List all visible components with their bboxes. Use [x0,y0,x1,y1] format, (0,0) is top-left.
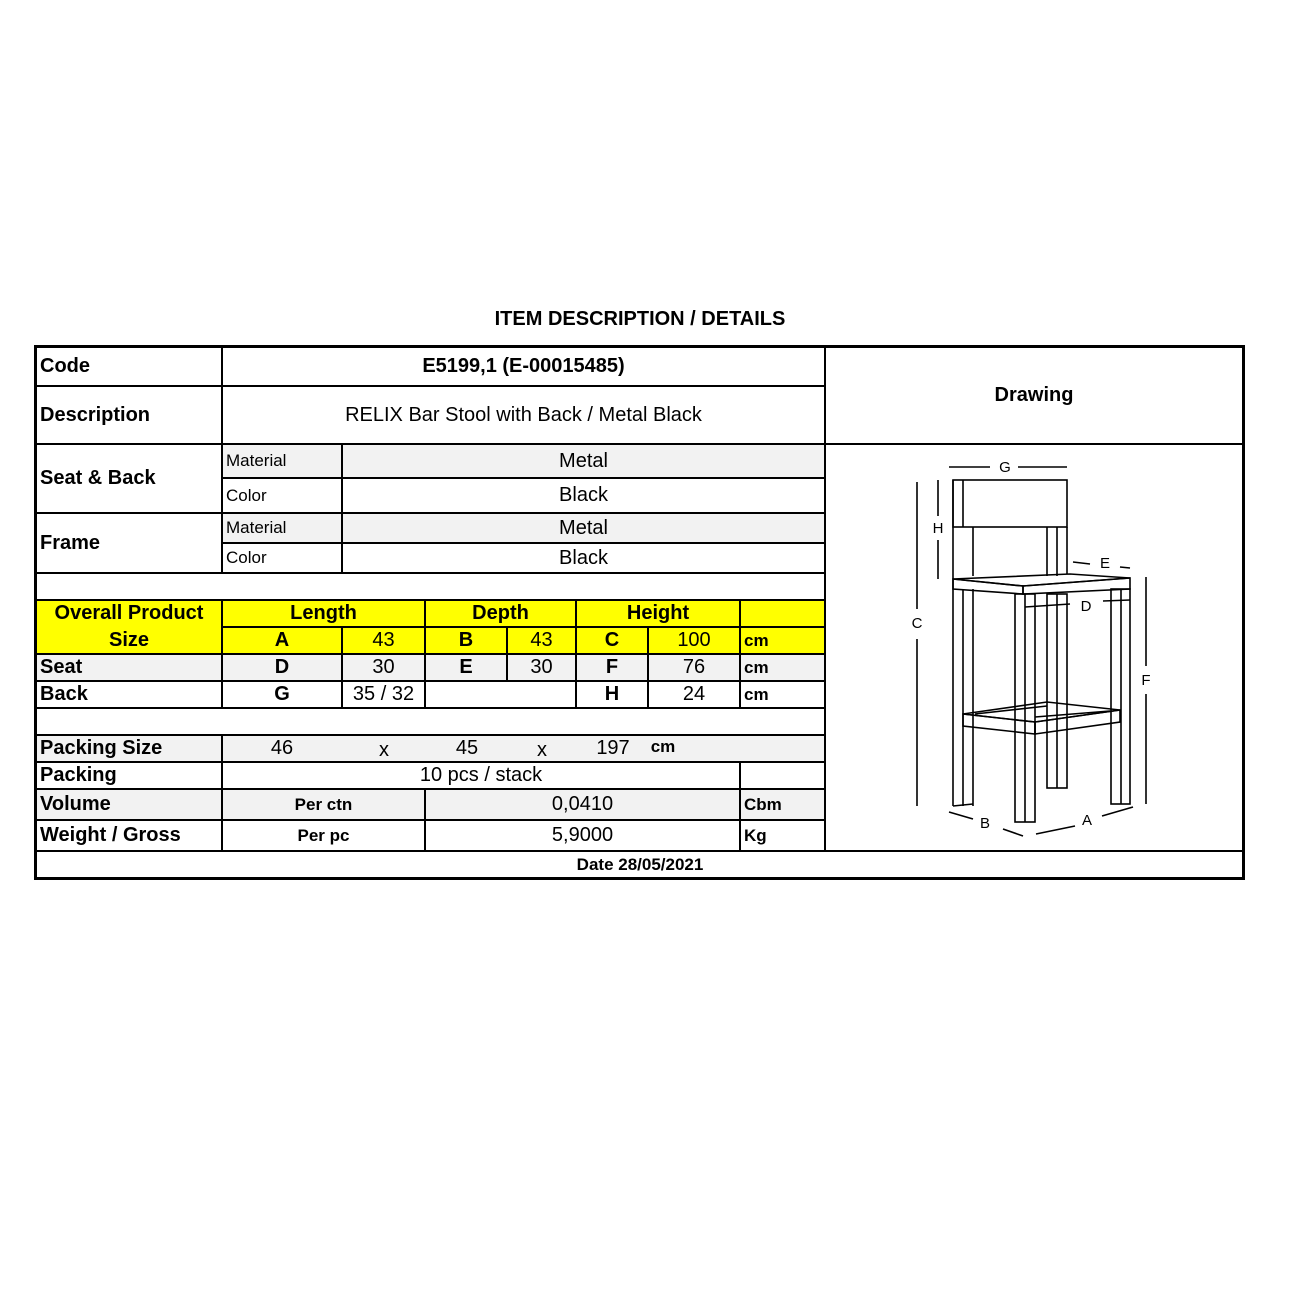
seat-back-label: Seat & Back [40,467,156,489]
dim-e-value: 30 [530,656,553,678]
dim-f-value: 76 [682,656,706,678]
dim-label-a: A [1082,812,1092,829]
dim-d-key: D [274,656,290,678]
dim-g-key: G [274,683,290,705]
seat-label: Seat [40,656,83,678]
description-label: Description [40,403,151,426]
packing-width: 45 [455,737,479,759]
packing-x-1: x [379,739,389,761]
length-header: Length [290,602,357,624]
back-unit: cm [744,684,769,704]
dim-d-value: 30 [372,656,395,678]
packing-unit: cm [650,736,676,756]
seat-back-color-label: Color [226,485,267,505]
volume-unit: Cbm [744,794,782,814]
code-label: Code [40,355,90,377]
dim-c-value: 100 [677,629,711,651]
back-label: Back [40,683,88,705]
code-value: E5199,1 (E-00015485) [422,355,625,377]
weight-basis: Per pc [297,825,350,845]
weight-unit: Kg [744,825,767,845]
dim-g-value: 35 / 32 [352,683,415,705]
overall-size-label-1: Overall Product [54,602,204,624]
frame-material-label: Material [226,518,287,537]
packing-label: Packing [40,764,117,786]
overall-unit: cm [744,630,769,650]
packing-size-label: Packing Size [40,737,163,759]
frame-label: Frame [40,531,101,554]
date: Date 28/05/2021 [576,854,704,874]
volume-basis: Per ctn [294,794,353,814]
dim-label-b: B [980,815,990,832]
dim-label-d: D [1081,598,1092,615]
height-header: Height [626,602,690,624]
dim-b-value: 43 [530,629,553,651]
seat-back-color: Black [559,484,608,506]
drawing-label: Drawing [994,383,1074,406]
weight-label: Weight / Gross [40,824,181,846]
frame-material: Metal [559,516,608,539]
dim-h-value: 24 [682,683,706,705]
bar-stool-drawing: G H C E D F B A [912,459,1151,837]
frame-color: Black [559,546,608,569]
dim-label-h: H [933,520,944,537]
frame-color-label: Color [226,548,267,567]
seat-unit: cm [744,657,769,677]
seat-back-material-label: Material [226,451,287,470]
dim-a-key: A [274,629,290,651]
dim-label-c: C [912,615,923,632]
sheet-title: ITEM DESCRIPTION / DETAILS [494,307,786,330]
dim-h-key: H [604,683,620,705]
volume-value: 0,0410 [551,793,614,815]
volume-label: Volume [40,793,111,815]
depth-header: Depth [472,602,529,624]
overall-size-label-2: Size [108,629,150,651]
packing-x-2: x [537,739,547,761]
packing-height: 197 [596,737,630,759]
packing-value: 10 pcs / stack [419,764,543,786]
dim-label-f: F [1141,672,1150,689]
dim-a-value: 43 [372,629,395,651]
dim-c-key: C [604,629,620,651]
dim-label-g: G [999,459,1011,476]
dim-e-key: E [459,656,473,678]
table-border [34,345,1245,880]
seat-back-material: Metal [559,449,608,472]
dim-f-key: F [605,656,619,678]
packing-length: 46 [270,737,294,759]
description-value: RELIX Bar Stool with Back / Metal Black [345,403,702,426]
weight-value: 5,9000 [551,824,614,846]
dim-b-key: B [458,629,474,651]
dim-label-e: E [1100,555,1110,572]
